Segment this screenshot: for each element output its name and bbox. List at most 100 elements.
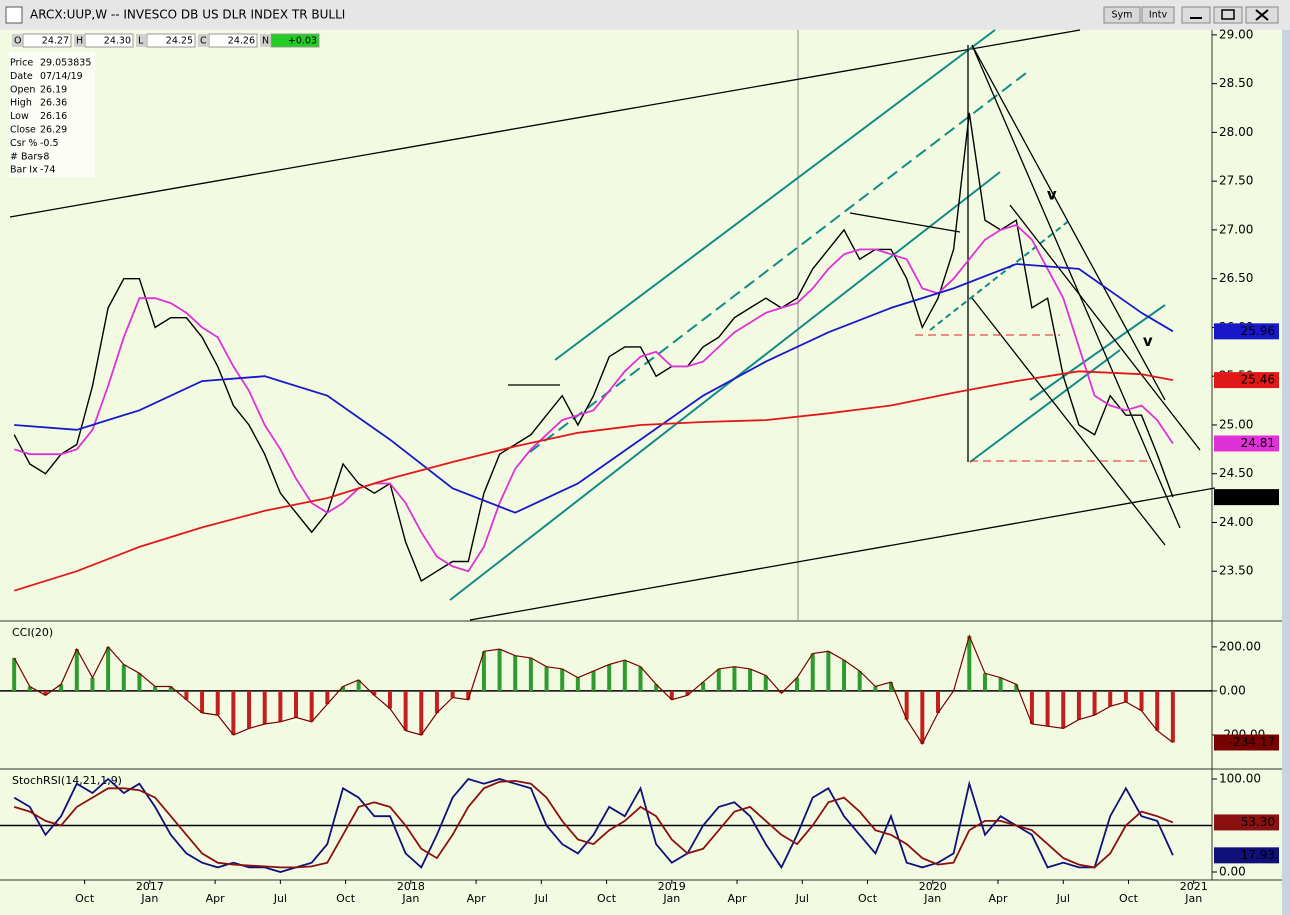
cci-bar <box>90 677 95 691</box>
cci-bar <box>967 635 972 691</box>
panel-title: StochRSI(14,21,1,9) <box>12 774 122 787</box>
cci-bar <box>607 664 612 691</box>
cci-bar <box>450 690 455 698</box>
series-line <box>13 112 1174 583</box>
y-tick-label: 28.00 <box>1219 125 1253 139</box>
info-label: Open <box>10 84 35 95</box>
quote-value-box <box>270 33 320 48</box>
x-tick-label: Apr <box>467 892 487 905</box>
quote-key-box <box>136 34 146 47</box>
minimize-button[interactable] <box>1181 6 1211 24</box>
cci-bar <box>340 686 345 691</box>
cci-bar <box>434 690 439 713</box>
last-value-label: 53.30 <box>1241 815 1275 829</box>
cci-bar <box>1045 690 1050 727</box>
x-tick-label: Jul <box>795 892 809 905</box>
x-tick-label: Jul <box>273 892 287 905</box>
last-value-label: 24.81 <box>1241 436 1275 450</box>
intv-button[interactable] <box>1141 6 1175 24</box>
y-tick-label: 27.50 <box>1219 174 1253 188</box>
cci-bar <box>200 690 205 713</box>
cci-bar <box>419 690 424 735</box>
cci-bar <box>779 690 784 694</box>
quote-value: 24.25 <box>166 36 193 47</box>
quote-key: H <box>76 36 83 47</box>
maximize-icon <box>1221 9 1235 20</box>
x-tick-label: Jan <box>1184 892 1202 905</box>
cci-bar <box>920 690 925 744</box>
cci-bar <box>215 690 220 716</box>
quote-key: O <box>14 36 21 47</box>
y-tick-label: 24.50 <box>1219 466 1253 480</box>
cci-bar <box>262 690 267 724</box>
channel-line <box>529 69 1031 453</box>
cci-bar <box>372 690 377 696</box>
x-year-label: 2017 <box>136 880 164 893</box>
last-value-box <box>1214 489 1279 506</box>
last-value-label: 24.26 <box>1241 490 1275 504</box>
info-value: 26.36 <box>40 98 67 109</box>
quote-value: 24.30 <box>104 36 131 47</box>
y-tick-label: 28.50 <box>1219 76 1253 90</box>
annotation: v <box>1047 185 1057 203</box>
close-icon <box>1255 9 1269 21</box>
trend-line <box>971 44 1181 529</box>
cci-bar <box>12 657 17 691</box>
cci-bar <box>998 677 1003 691</box>
cci-bar <box>356 679 361 691</box>
quote-value: +0.03 <box>288 36 317 47</box>
cci-bar <box>294 690 299 718</box>
trend-line <box>971 297 1166 546</box>
cci-bar <box>27 686 32 691</box>
x-tick-label: Oct <box>1119 892 1139 905</box>
intv-button-label[interactable]: Intv <box>1149 10 1168 21</box>
trend-line <box>9 29 1081 218</box>
quote-value-box <box>22 33 72 48</box>
cci-bar <box>59 684 64 691</box>
cci-bar <box>1076 690 1081 720</box>
cci-bar <box>309 690 314 722</box>
cci-bar <box>231 690 236 735</box>
y-tick-label: 23.50 <box>1219 564 1253 578</box>
x-year-label: 2020 <box>919 880 947 893</box>
info-value: -0.5 <box>40 138 59 149</box>
cci-bar <box>826 651 831 691</box>
cci-bar <box>325 690 330 705</box>
last-value-box <box>1214 847 1279 864</box>
info-label: Low <box>10 111 29 122</box>
x-year-label: 2018 <box>397 880 425 893</box>
info-value: 26.19 <box>40 84 67 95</box>
maximize-button[interactable] <box>1213 6 1243 24</box>
sym-button-label[interactable]: Sym <box>1112 10 1133 21</box>
series-line <box>13 223 1174 573</box>
quote-key-box <box>198 34 208 47</box>
trend-line <box>971 44 1166 401</box>
cci-bar <box>873 686 878 691</box>
cci-bar <box>278 690 283 722</box>
y-tick-label: 200.00 <box>1219 639 1261 653</box>
cci-outline <box>13 634 1174 746</box>
cci-bar <box>795 677 800 691</box>
channel-line <box>969 349 1121 463</box>
cci-bar <box>701 682 706 691</box>
cci-bar <box>669 690 674 700</box>
cci-bar <box>935 690 940 713</box>
last-value-box <box>1214 435 1279 452</box>
y-tick-label: 26.50 <box>1219 271 1253 285</box>
cci-bar <box>842 660 847 691</box>
y-tick-label: 0.00 <box>1219 865 1246 879</box>
sym-button[interactable] <box>1103 6 1141 24</box>
cci-bar <box>137 673 142 691</box>
annotation: v <box>1143 332 1153 350</box>
last-value-label: -234.17 <box>1229 735 1275 749</box>
quote-value-box <box>84 33 134 48</box>
last-value-label: 25.46 <box>1241 373 1275 387</box>
x-tick-label: Apr <box>728 892 748 905</box>
y-tick-label: 29.00 <box>1219 27 1253 41</box>
y-tick-label: 25.00 <box>1219 417 1253 431</box>
quote-value-box <box>208 33 258 48</box>
cci-bar <box>1061 690 1066 729</box>
app-icon <box>5 6 23 24</box>
